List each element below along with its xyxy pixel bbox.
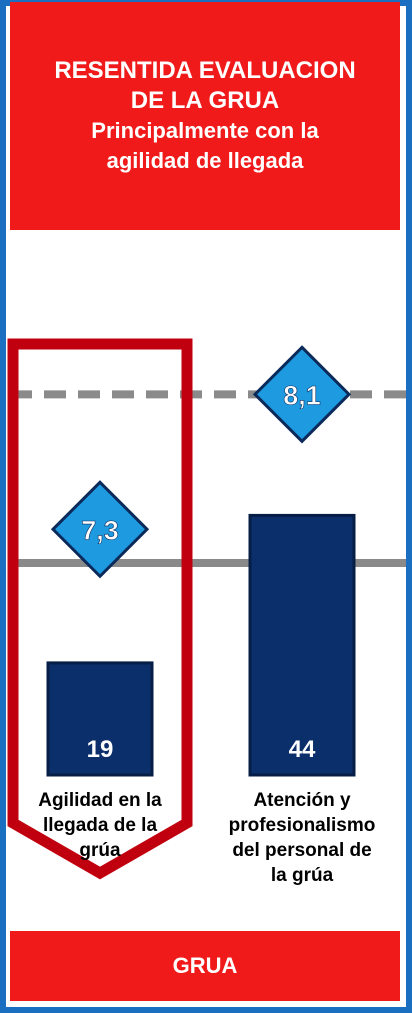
- category-label-2: Atención y profesionalismo del personal de…: [212, 788, 392, 888]
- category-label-1: Agilidad en la llegada de la grúa: [10, 788, 190, 863]
- category-label-line: Atención y: [253, 790, 351, 811]
- header-line-2: DE LA GRUA: [130, 87, 280, 114]
- header-line-4: agilidad de llegada: [106, 148, 304, 173]
- bar-value-label-2: 44: [289, 736, 316, 763]
- category-label-line: Agilidad en la: [38, 790, 162, 811]
- category-label-line: llegada de la: [42, 815, 158, 836]
- header-line-1: RESENTIDA EVALUACION: [54, 57, 356, 84]
- chart-footer: GRUA: [10, 931, 400, 1001]
- score-diamond-2: [252, 345, 352, 444]
- score-label-2: 8,1: [283, 380, 321, 410]
- category-label-line: la grúa: [270, 865, 334, 886]
- chart-header: RESENTIDA EVALUACION DE LA GRUA Principa…: [10, 2, 400, 230]
- category-label-line: del personal de: [232, 840, 372, 861]
- category-label-line: profesionalismo: [228, 815, 376, 836]
- bar-1: [46, 661, 154, 777]
- bar-2: [248, 513, 356, 777]
- category-label-line: grúa: [79, 840, 121, 861]
- footer-label: GRUA: [172, 953, 238, 978]
- score-diamond-1: [50, 480, 150, 579]
- bar-value-label-1: 19: [87, 736, 114, 763]
- header-line-3: Principalmente con la: [91, 118, 319, 143]
- highlight-arrow-outline: [7, 338, 193, 880]
- score-label-1: 7,3: [81, 515, 119, 545]
